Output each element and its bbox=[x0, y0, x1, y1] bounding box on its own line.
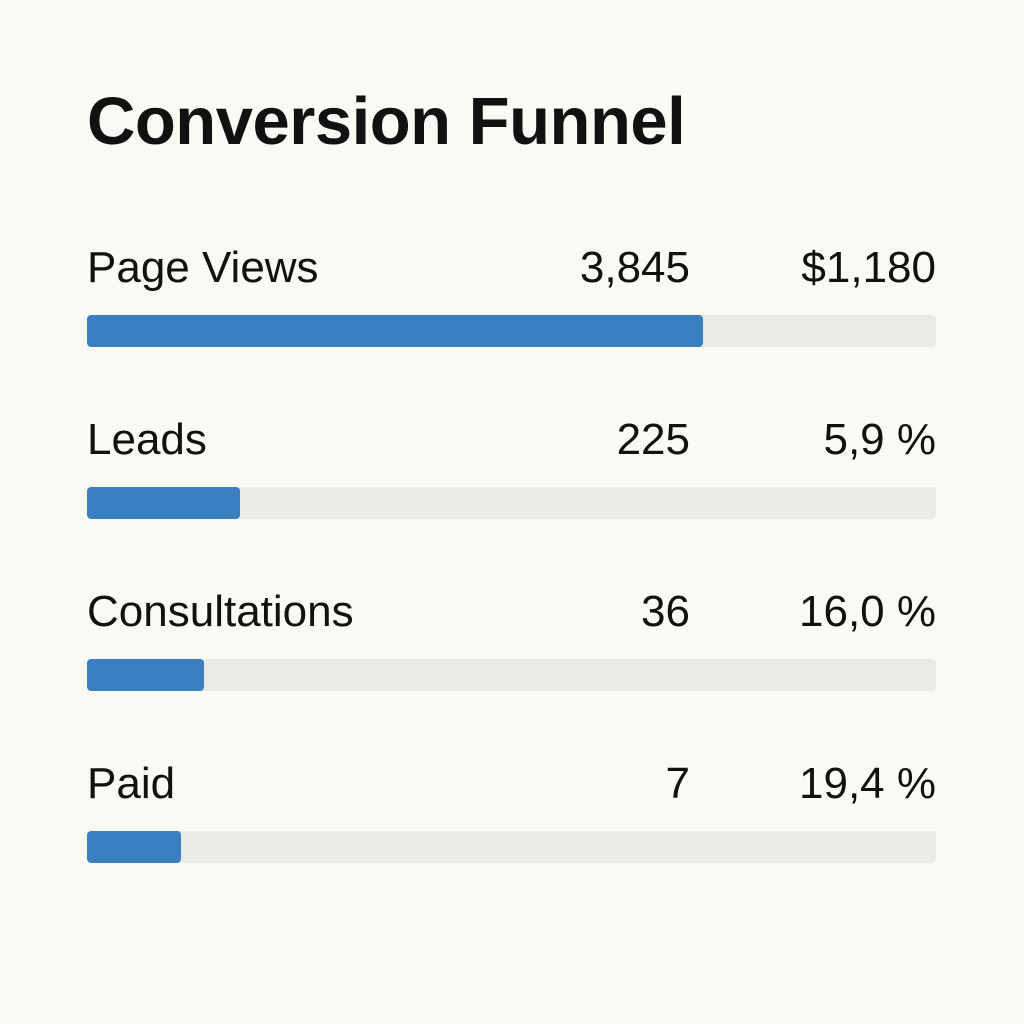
stage-count: 3,845 bbox=[579, 243, 690, 292]
bar-fill bbox=[87, 315, 703, 347]
bar-fill bbox=[87, 831, 181, 863]
stage-metric: 5,9 % bbox=[823, 415, 936, 464]
funnel-stage: Page Views 3,845 $1,180 bbox=[0, 243, 1024, 373]
bar-track bbox=[87, 315, 936, 347]
stage-label: Paid bbox=[87, 759, 176, 808]
bar-track bbox=[87, 659, 936, 691]
stage-label: Page Views bbox=[87, 243, 319, 292]
stage-count: 36 bbox=[641, 587, 690, 636]
stage-count: 225 bbox=[616, 415, 690, 464]
stage-metric: $1,180 bbox=[801, 243, 936, 292]
bar-fill bbox=[87, 659, 204, 691]
stage-label: Leads bbox=[87, 415, 207, 464]
funnel-stage: Paid 7 19,4 % bbox=[0, 759, 1024, 889]
funnel-stage: Consultations 36 16,0 % bbox=[0, 587, 1024, 717]
funnel-stage: Leads 225 5,9 % bbox=[0, 415, 1024, 545]
stage-metric: 19,4 % bbox=[799, 759, 936, 808]
bar-fill bbox=[87, 487, 240, 519]
bar-track bbox=[87, 831, 936, 863]
stage-metric: 16,0 % bbox=[799, 587, 936, 636]
bar-track bbox=[87, 487, 936, 519]
page-title: Conversion Funnel bbox=[87, 84, 686, 159]
stage-label: Consultations bbox=[87, 587, 354, 636]
stage-count: 7 bbox=[665, 759, 690, 808]
